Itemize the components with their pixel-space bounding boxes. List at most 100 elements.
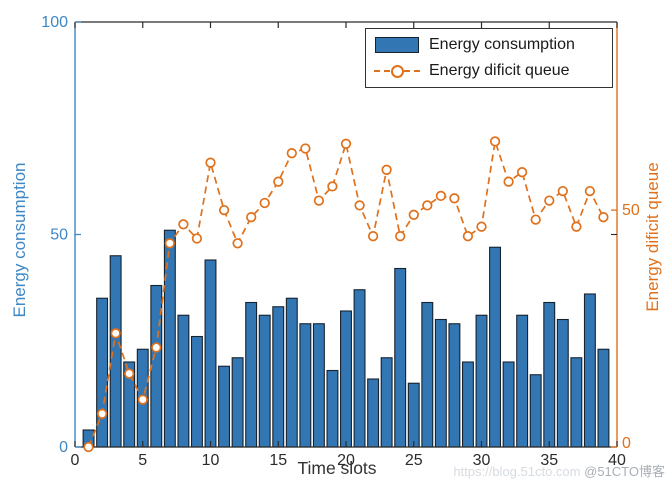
- bar: [285, 297, 298, 448]
- bar: [353, 289, 366, 448]
- bar: [489, 246, 502, 448]
- y-left-tick-label: 100: [41, 14, 68, 31]
- legend-label: Energy consumption: [429, 35, 575, 53]
- x-tick-label: 35: [540, 452, 558, 469]
- bar: [556, 318, 569, 448]
- queue-marker: [395, 231, 406, 242]
- queue-marker: [96, 408, 108, 419]
- bar: [231, 357, 244, 448]
- bar: [421, 301, 434, 448]
- bar: [434, 318, 447, 448]
- queue-marker: [164, 238, 175, 249]
- queue-marker: [381, 164, 392, 175]
- queue-marker: [571, 221, 582, 232]
- y-right-tick-label: 0: [622, 435, 631, 452]
- queue-marker: [205, 157, 216, 168]
- bar: [543, 301, 556, 448]
- x-tick-label: 40: [608, 452, 626, 469]
- watermark: https://blog.51cto.com @51CTO博客: [453, 461, 665, 480]
- bar: [190, 335, 203, 448]
- dashed-line-circle-icon: [374, 62, 420, 80]
- queue-marker: [151, 342, 162, 353]
- queue-marker: [313, 195, 325, 206]
- queue-marker: [300, 143, 311, 154]
- queue-marker: [137, 394, 148, 405]
- bar: [163, 229, 176, 448]
- bar: [367, 378, 380, 448]
- bar: [150, 284, 163, 448]
- bar: [340, 310, 352, 448]
- bar-swatch-icon: [374, 36, 420, 54]
- queue-marker: [544, 195, 555, 206]
- queue-marker: [367, 231, 379, 242]
- queue-marker: [218, 204, 230, 216]
- bar: [258, 314, 271, 448]
- x-tick-label: 20: [337, 452, 355, 469]
- legend-label: Energy dificit queue: [429, 62, 570, 80]
- queue-marker: [327, 181, 338, 192]
- bar: [204, 259, 217, 448]
- queue-marker: [422, 200, 433, 211]
- bar: [502, 361, 515, 448]
- queue-marker: [232, 238, 243, 249]
- bar: [299, 323, 312, 448]
- queue-marker: [124, 368, 135, 379]
- queue-marker: [476, 221, 487, 232]
- bar: [272, 306, 285, 448]
- bar: [177, 314, 190, 448]
- y-axis-label-right: Energy dificit queue: [643, 162, 662, 312]
- bar: [380, 357, 393, 448]
- queue-line: [87, 140, 605, 448]
- legend: Energy consumption Energy dificit queue: [365, 28, 613, 88]
- bar: [109, 255, 122, 448]
- bar: [461, 361, 474, 448]
- queue-marker: [110, 328, 121, 339]
- queue-marker: [259, 197, 270, 209]
- queue-marker: [286, 148, 297, 159]
- bar: [407, 382, 420, 448]
- bar: [583, 293, 596, 448]
- queue-marker: [462, 231, 474, 242]
- y-left-tick-label: 50: [50, 227, 68, 244]
- y-right-tick-label: 50: [622, 202, 640, 219]
- queue-marker: [489, 136, 501, 147]
- queue-marker: [516, 167, 528, 178]
- legend-entry-energy-consumption: Energy consumption: [374, 32, 604, 58]
- queue-marker: [530, 214, 541, 225]
- x-tick-label: 15: [269, 452, 287, 469]
- queue-marker: [503, 176, 514, 187]
- bar: [218, 365, 231, 448]
- x-tick-label: 0: [71, 452, 80, 469]
- watermark-handle: @51CTO博客: [584, 464, 665, 479]
- y-left-tick-label: 0: [59, 439, 68, 456]
- queue-marker: [83, 441, 94, 453]
- x-tick-label: 5: [138, 452, 147, 469]
- x-axis-label: Time slots: [297, 458, 377, 478]
- bar: [475, 314, 488, 448]
- queue-marker: [273, 176, 284, 187]
- queue-marker: [557, 185, 568, 197]
- bar: [326, 369, 339, 448]
- bar: [448, 323, 461, 448]
- bar: [312, 323, 325, 448]
- x-tick-label: 10: [202, 452, 220, 469]
- queue-marker: [408, 209, 419, 220]
- y-axis-label-left: Energy consumption: [10, 162, 29, 318]
- queue-marker: [340, 138, 352, 149]
- queue-marker: [191, 233, 203, 244]
- bar: [394, 267, 407, 448]
- queue-marker: [584, 185, 596, 197]
- x-tick-label: 30: [473, 452, 491, 469]
- queue-marker: [435, 190, 447, 202]
- queue-marker: [354, 200, 365, 211]
- bar: [245, 301, 258, 448]
- bar: [529, 374, 542, 448]
- watermark-url: https://blog.51cto.com: [453, 464, 581, 479]
- bar: [516, 314, 529, 448]
- legend-entry-energy-dificit-queue: Energy dificit queue: [374, 58, 604, 84]
- bar: [597, 348, 610, 448]
- queue-marker: [449, 193, 460, 204]
- queue-marker: [178, 219, 189, 230]
